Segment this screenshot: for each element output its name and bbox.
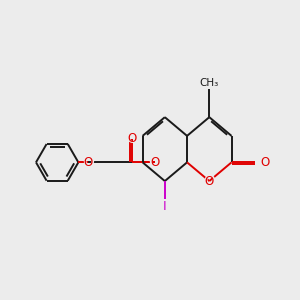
- Text: O: O: [203, 174, 215, 188]
- Text: O: O: [128, 132, 137, 145]
- Text: O: O: [261, 156, 270, 169]
- Text: O: O: [126, 132, 138, 146]
- Text: O: O: [149, 155, 161, 170]
- Text: O: O: [260, 155, 271, 170]
- Text: I: I: [163, 200, 166, 213]
- Text: O: O: [82, 155, 94, 170]
- Text: I: I: [162, 199, 168, 214]
- Text: O: O: [205, 175, 214, 188]
- Text: O: O: [150, 156, 159, 169]
- Text: O: O: [84, 156, 93, 169]
- Text: CH₃: CH₃: [197, 76, 222, 89]
- Text: CH₃: CH₃: [200, 78, 219, 88]
